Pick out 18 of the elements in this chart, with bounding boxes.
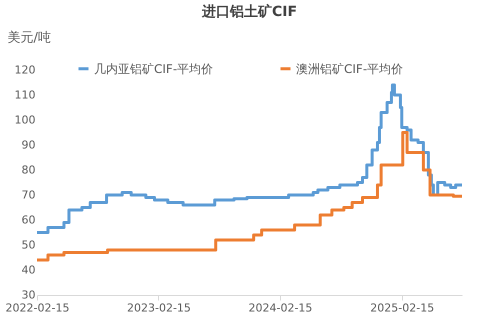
x-tick-label: 2024-02-15 [248,302,312,314]
y-tick-label: 120 [14,64,36,76]
y-tick-label: 100 [14,114,36,126]
y-tick-label: 30 [22,288,36,302]
y-tick-label: 50 [22,238,36,252]
x-tick-label: 2025-02-15 [370,302,434,314]
y-axis-title: 美元/吨 [8,30,51,46]
y-tick-label: 70 [22,188,36,202]
y-tick-label: 90 [22,138,36,152]
y-tick-label: 60 [22,214,36,226]
x-tick-label: 2023-02-15 [127,302,191,314]
y-tick-label: 40 [22,264,36,276]
legend-label: 澳洲铝矿CIF-平均价 [296,62,404,76]
legend-label: 几内亚铝矿CIF-平均价 [94,62,214,76]
y-tick-label: 80 [22,164,36,176]
x-tick-label: 2022-02-15 [6,302,70,314]
y-tick-label: 110 [14,88,36,102]
chart-title: 进口铝土矿CIF [200,3,298,20]
